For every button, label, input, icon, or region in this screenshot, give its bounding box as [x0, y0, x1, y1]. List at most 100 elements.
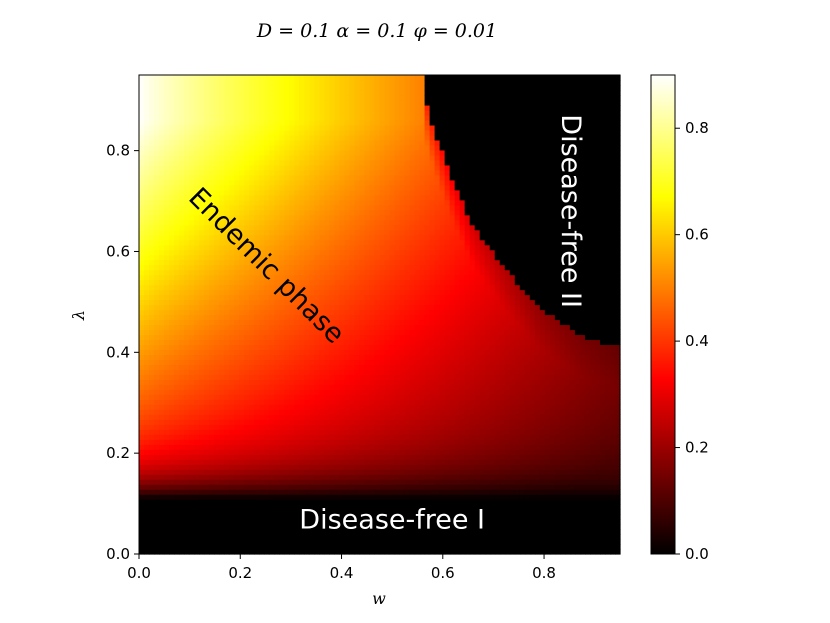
heatmap-cell [279, 494, 285, 500]
heatmap-cell [399, 549, 406, 555]
heatmap-cell [239, 149, 245, 156]
heatmap-cell [254, 154, 260, 161]
heatmap-cell [184, 374, 190, 380]
heatmap-cell [364, 414, 371, 420]
heatmap-cell [369, 399, 376, 405]
heatmap-cell [224, 194, 230, 201]
heatmap-cell [189, 334, 195, 341]
heatmap-cell [259, 79, 265, 86]
heatmap-cell [284, 299, 290, 306]
heatmap-cell [344, 139, 351, 146]
heatmap-cell [289, 309, 295, 316]
heatmap-cell [209, 194, 215, 201]
heatmap-cell [249, 489, 255, 495]
heatmap-cell [279, 479, 285, 485]
heatmap-cell [234, 244, 240, 251]
heatmap-cell [379, 264, 386, 271]
heatmap-cell [309, 434, 315, 440]
heatmap-cell [314, 234, 320, 241]
heatmap-cell [249, 499, 255, 505]
heatmap-cell [234, 254, 240, 261]
heatmap-cell [304, 89, 310, 96]
heatmap-cell [319, 254, 325, 261]
heatmap-cell [264, 354, 270, 361]
heatmap-cell [309, 129, 315, 136]
heatmap-cell [324, 384, 330, 390]
heatmap-cell [224, 334, 230, 341]
heatmap-cell [384, 299, 391, 306]
heatmap-cell [314, 364, 320, 370]
heatmap-cell [369, 504, 376, 510]
heatmap-cell [179, 549, 185, 555]
heatmap-cell [154, 429, 160, 435]
heatmap-cell [239, 424, 245, 430]
heatmap-cell [334, 439, 341, 445]
heatmap-cell [344, 399, 351, 405]
heatmap-cell [329, 454, 336, 460]
heatmap-cell [254, 99, 260, 106]
heatmap-cell [264, 434, 270, 440]
heatmap-cell [384, 409, 391, 415]
heatmap-cell [374, 384, 381, 390]
heatmap-cell [314, 384, 320, 390]
heatmap-cell [269, 349, 275, 356]
heatmap-cell [289, 459, 295, 465]
heatmap-cell [169, 114, 175, 121]
heatmap-cell [334, 289, 341, 296]
heatmap-cell [369, 389, 376, 395]
heatmap-cell [379, 214, 386, 221]
heatmap-cell [394, 374, 401, 380]
heatmap-cell [364, 269, 371, 276]
heatmap-cell [154, 154, 160, 161]
heatmap-cell [209, 124, 215, 131]
heatmap-cell [274, 379, 280, 385]
heatmap-cell [279, 434, 285, 440]
heatmap-cell [394, 189, 401, 196]
heatmap-cell [194, 384, 200, 390]
heatmap-cell [139, 469, 145, 475]
heatmap-cell [204, 154, 210, 161]
heatmap-cell [289, 364, 295, 370]
heatmap-cell [184, 299, 190, 306]
heatmap-cell [154, 289, 160, 296]
heatmap-cell [179, 539, 185, 545]
heatmap-cell [299, 119, 305, 126]
heatmap-cell [339, 154, 346, 161]
heatmap-cell [214, 514, 220, 520]
heatmap-cell [154, 359, 160, 365]
heatmap-cell [219, 394, 225, 400]
heatmap-cell [209, 384, 215, 390]
heatmap-cell [184, 134, 190, 141]
heatmap-cell [279, 459, 285, 465]
heatmap-cell [154, 354, 160, 361]
heatmap-cell [229, 369, 235, 375]
heatmap-cell [294, 79, 300, 86]
heatmap-cell [394, 314, 401, 321]
heatmap-cell [224, 399, 230, 405]
heatmap-cell [304, 374, 310, 380]
heatmap-cell [374, 79, 381, 86]
heatmap-cell [164, 529, 170, 535]
heatmap-cell [379, 164, 386, 171]
heatmap-cell [139, 499, 145, 505]
heatmap-cell [199, 299, 205, 306]
heatmap-cell [339, 99, 346, 106]
heatmap-cell [339, 179, 346, 186]
heatmap-cell [239, 319, 245, 326]
heatmap-cell [229, 339, 235, 346]
heatmap-cell [289, 539, 295, 545]
heatmap-cell [384, 334, 391, 341]
heatmap-cell [244, 339, 250, 346]
heatmap-cell [254, 319, 260, 326]
heatmap-cell [259, 254, 265, 261]
heatmap-cell [139, 214, 145, 221]
heatmap-cell [284, 339, 290, 346]
heatmap-cell [239, 244, 245, 251]
heatmap-cell [239, 469, 245, 475]
heatmap-cell [314, 184, 320, 191]
chart-title: D = 0.1 α = 0.1 φ = 0.01 [256, 20, 497, 42]
heatmap-cell [199, 439, 205, 445]
heatmap-cell [354, 544, 361, 550]
heatmap-cell [219, 214, 225, 221]
heatmap-cell [314, 519, 320, 525]
